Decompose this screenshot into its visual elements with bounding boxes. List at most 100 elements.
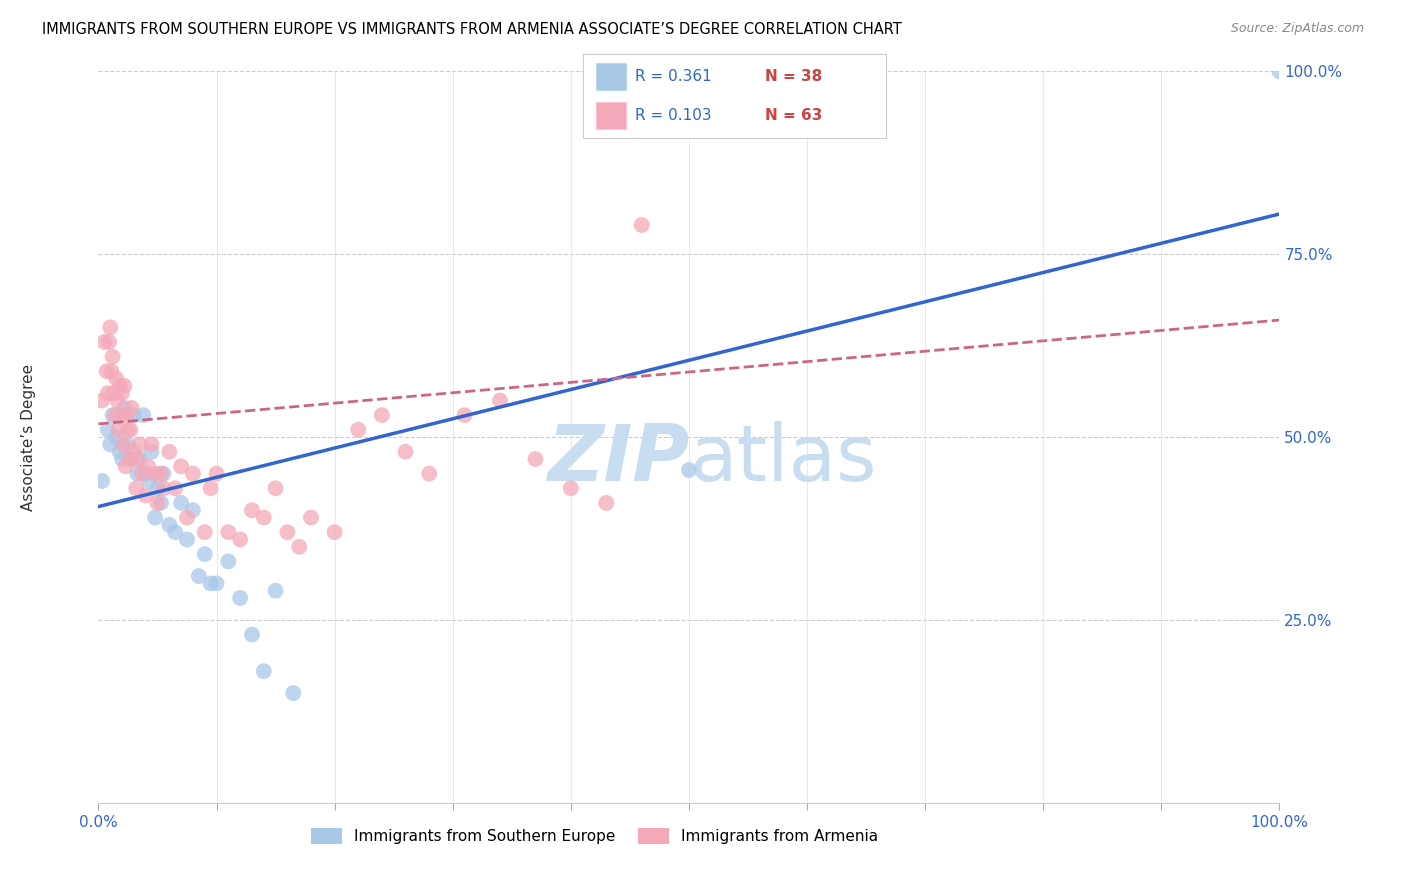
- Point: [678, 463, 700, 477]
- Point: [128, 437, 150, 451]
- Point: [165, 481, 187, 495]
- Point: [128, 452, 150, 467]
- Point: [217, 525, 239, 540]
- Point: [105, 371, 128, 385]
- Point: [117, 423, 139, 437]
- Point: [127, 452, 149, 467]
- Point: [240, 627, 263, 641]
- Point: [91, 474, 114, 488]
- Point: [194, 525, 217, 540]
- Point: [136, 459, 159, 474]
- Point: [453, 408, 475, 422]
- Point: [120, 423, 142, 437]
- Point: [108, 379, 131, 393]
- Bar: [596, 62, 626, 90]
- Point: [170, 459, 193, 474]
- Point: [121, 401, 143, 415]
- Point: [111, 452, 134, 467]
- Point: [103, 386, 125, 401]
- Text: Source: ZipAtlas.com: Source: ZipAtlas.com: [1230, 22, 1364, 36]
- Point: [150, 496, 173, 510]
- Point: [152, 467, 174, 481]
- Point: [125, 481, 148, 495]
- Point: [143, 510, 166, 524]
- Point: [135, 489, 157, 503]
- Point: [98, 320, 121, 334]
- Point: [394, 444, 416, 458]
- Point: [141, 444, 163, 458]
- Point: [138, 474, 160, 488]
- Point: [118, 452, 141, 467]
- Point: [229, 591, 252, 605]
- Point: [131, 467, 153, 481]
- Point: [105, 393, 128, 408]
- Point: [146, 496, 169, 510]
- Point: [108, 444, 131, 458]
- Text: N = 38: N = 38: [765, 69, 823, 84]
- Point: [194, 547, 217, 561]
- Point: [205, 467, 228, 481]
- Point: [93, 334, 115, 349]
- Point: [253, 664, 276, 678]
- Point: [630, 218, 652, 232]
- Point: [110, 408, 132, 422]
- Point: [117, 437, 139, 451]
- Point: [107, 423, 129, 437]
- Point: [91, 393, 114, 408]
- Point: [96, 364, 118, 378]
- Point: [299, 510, 322, 524]
- Point: [132, 408, 155, 422]
- Point: [283, 686, 305, 700]
- Point: [111, 386, 134, 401]
- Legend: Immigrants from Southern Europe, Immigrants from Armenia: Immigrants from Southern Europe, Immigra…: [305, 822, 884, 850]
- Point: [524, 452, 547, 467]
- Y-axis label: Associate’s Degree: Associate’s Degree: [21, 364, 37, 510]
- Point: [371, 408, 394, 422]
- Text: R = 0.103: R = 0.103: [636, 108, 711, 123]
- Point: [229, 533, 252, 547]
- Point: [104, 408, 127, 422]
- Point: [288, 540, 311, 554]
- Point: [205, 576, 228, 591]
- Point: [217, 554, 239, 568]
- Point: [143, 467, 166, 481]
- Text: N = 63: N = 63: [765, 108, 823, 123]
- Point: [121, 452, 143, 467]
- Point: [122, 408, 145, 422]
- Point: [418, 467, 440, 481]
- Point: [489, 393, 512, 408]
- Point: [264, 583, 287, 598]
- Point: [1268, 64, 1291, 78]
- Point: [157, 444, 180, 458]
- Point: [276, 525, 298, 540]
- Point: [97, 386, 120, 401]
- Point: [141, 437, 163, 451]
- Point: [152, 481, 174, 495]
- Point: [200, 481, 222, 495]
- Point: [200, 576, 222, 591]
- Point: [157, 517, 180, 532]
- Point: [176, 533, 198, 547]
- Text: R = 0.361: R = 0.361: [636, 69, 711, 84]
- Point: [181, 467, 204, 481]
- Text: IMMIGRANTS FROM SOUTHERN EUROPE VS IMMIGRANTS FROM ARMENIA ASSOCIATE’S DEGREE CO: IMMIGRANTS FROM SOUTHERN EUROPE VS IMMIG…: [42, 22, 901, 37]
- Point: [347, 423, 370, 437]
- Bar: [596, 102, 626, 129]
- Point: [100, 364, 122, 378]
- Point: [187, 569, 209, 583]
- Text: atlas: atlas: [689, 421, 876, 497]
- Point: [165, 525, 187, 540]
- Point: [135, 467, 157, 481]
- Point: [170, 496, 193, 510]
- Point: [150, 467, 173, 481]
- Point: [181, 503, 204, 517]
- Point: [595, 496, 617, 510]
- Point: [240, 503, 263, 517]
- Point: [264, 481, 287, 495]
- Point: [122, 444, 145, 458]
- Point: [127, 467, 149, 481]
- Point: [98, 437, 121, 451]
- Point: [97, 423, 120, 437]
- Point: [101, 408, 124, 422]
- Point: [105, 430, 128, 444]
